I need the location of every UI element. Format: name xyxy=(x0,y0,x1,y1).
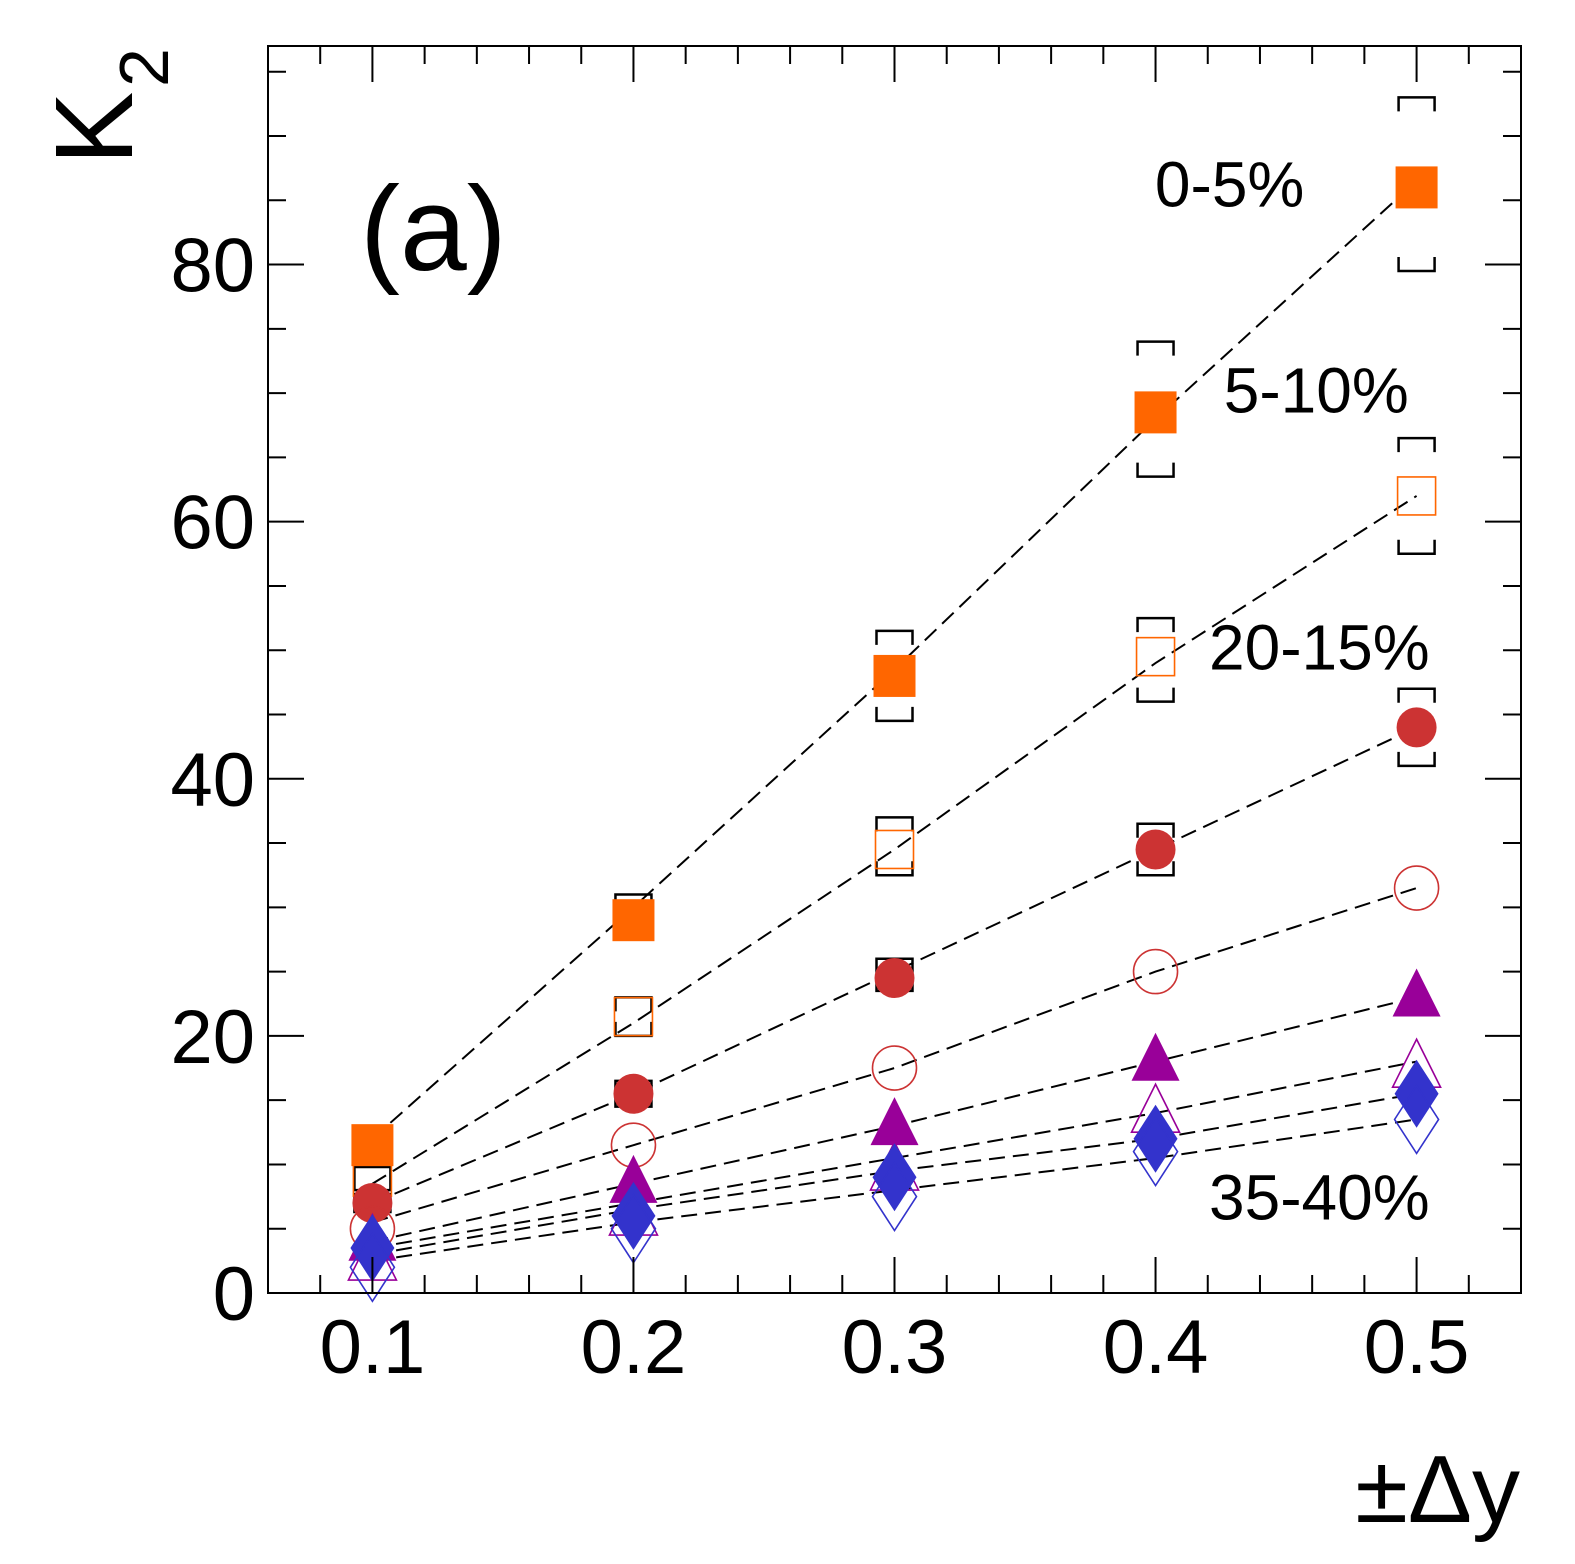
y-tick-label: 0 xyxy=(213,1252,255,1337)
fit-line-1 xyxy=(371,495,1418,1185)
y-axis-title: K 2 xyxy=(33,48,183,165)
x-tick-label: 0.3 xyxy=(842,1305,948,1390)
marker-s2-p4 xyxy=(1396,707,1437,748)
x-tick-label: 0.4 xyxy=(1103,1305,1209,1390)
marker-s4-p2 xyxy=(870,1097,919,1146)
series-annotation-0: 0-5% xyxy=(1155,149,1304,221)
marker-s7-p0 xyxy=(349,1231,396,1303)
data-markers xyxy=(347,166,1442,1303)
y-axis-title-subscript: 2 xyxy=(105,48,183,87)
marker-s6-p2 xyxy=(872,1143,917,1212)
marker-s2-p0 xyxy=(352,1183,393,1224)
marker-s2-p1 xyxy=(613,1073,654,1114)
marker-s3-p2 xyxy=(871,1045,918,1091)
series-annotations: 0-5% 5-10% 20-15% 35-40% xyxy=(1155,149,1430,1234)
marker-s1-p2 xyxy=(874,829,915,870)
marker-s0-p1 xyxy=(612,899,655,942)
y-axis-title-main: K xyxy=(33,92,156,165)
fit-line-7 xyxy=(372,1118,1417,1262)
syst-bracket-s1 xyxy=(1136,616,1175,703)
x-tick-label: 0.2 xyxy=(581,1305,687,1390)
y-tick-label: 80 xyxy=(170,224,255,309)
marker-s1-p3 xyxy=(1135,636,1176,677)
marker-s1-p4 xyxy=(1396,476,1437,516)
marker-s3-p4 xyxy=(1393,865,1440,911)
syst-bracket-s2 xyxy=(1397,687,1436,768)
axis-ticks xyxy=(267,46,1522,1294)
marker-s6-p4 xyxy=(1394,1059,1439,1128)
marker-s0-p0 xyxy=(351,1124,394,1167)
marker-s3-p3 xyxy=(1132,948,1179,995)
series-annotation-1: 5-10% xyxy=(1224,354,1409,426)
syst-bracket-s0 xyxy=(875,629,914,723)
panel-label: (a) xyxy=(360,162,507,296)
marker-s6-p0 xyxy=(350,1214,395,1283)
y-tick-label: 40 xyxy=(170,738,255,823)
syst-bracket-s2 xyxy=(1136,822,1175,877)
marker-s6-p1 xyxy=(611,1181,656,1250)
marker-s0-p3 xyxy=(1134,391,1177,434)
y-tick-labels: 0 20 40 60 80 xyxy=(170,224,255,1337)
x-tick-label: 0.5 xyxy=(1364,1305,1470,1390)
marker-s4-p1 xyxy=(609,1154,658,1203)
marker-s1-p1 xyxy=(613,996,654,1037)
marker-s4-p3 xyxy=(1131,1032,1180,1081)
y-tick-label: 60 xyxy=(170,481,255,566)
series-annotation-2: 20-15% xyxy=(1209,612,1430,684)
x-tick-label: 0.1 xyxy=(320,1305,426,1390)
marker-s6-p3 xyxy=(1133,1104,1178,1173)
syst-bracket-s0 xyxy=(1397,96,1436,273)
x-tick-labels: 0.1 0.2 0.3 0.4 0.5 xyxy=(320,1305,1470,1390)
marker-s2-p2 xyxy=(874,958,915,999)
x-axis-title: ±Δy xyxy=(1355,1436,1520,1543)
syst-bracket-s0 xyxy=(1136,340,1175,478)
series-annotation-3: 35-40% xyxy=(1209,1162,1430,1234)
marker-s4-p4 xyxy=(1392,968,1441,1017)
marker-s7-p3 xyxy=(1132,1116,1179,1188)
marker-s0-p4 xyxy=(1395,166,1438,209)
y-tick-label: 20 xyxy=(170,995,255,1080)
syst-bracket-s1 xyxy=(1397,436,1436,556)
marker-s7-p2 xyxy=(871,1161,918,1233)
marker-s7-p4 xyxy=(1393,1083,1440,1155)
fit-line-3 xyxy=(372,887,1417,1224)
marker-s2-p3 xyxy=(1135,829,1176,870)
marker-s0-p2 xyxy=(873,654,916,697)
